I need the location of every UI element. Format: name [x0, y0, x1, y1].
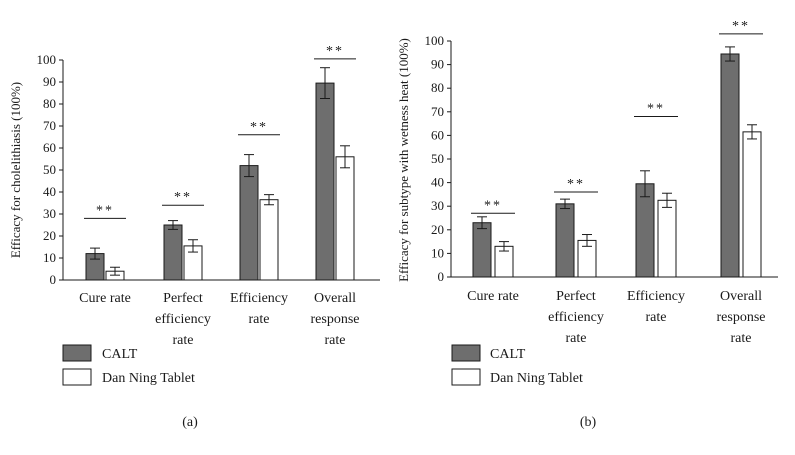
- legend-label-dan: Dan Ning Tablet: [490, 371, 583, 386]
- x-category-label-line: rate: [173, 333, 194, 348]
- x-category-label-line: response: [717, 310, 766, 325]
- panel-label: (a): [182, 415, 198, 430]
- x-category-label-line: Efficiency: [230, 291, 288, 306]
- significance-marker: **: [732, 19, 750, 34]
- chart-panel-a: 0 10 20 30 40 50 60 70 80 90 100 Efficacy for chole…: [8, 44, 380, 430]
- legend-swatch-calt: [451, 344, 481, 362]
- significance-marker: **: [484, 198, 502, 213]
- significance-marker: **: [250, 120, 268, 135]
- x-category-label: Overall response rate: [311, 291, 360, 348]
- y-tick-label: 50: [43, 162, 56, 177]
- bar-calt: [163, 224, 183, 281]
- legend-label-calt: CALT: [102, 347, 138, 362]
- y-tick-label: 30: [43, 206, 56, 221]
- bar-dan: [742, 131, 762, 278]
- x-category-label: Overall response rate: [717, 289, 766, 346]
- y-tick-label: 20: [431, 222, 444, 237]
- x-category-label-line: Cure rate: [467, 289, 519, 304]
- y-axis-title: Efficacy for subtype with wetness heat (…: [396, 38, 411, 282]
- y-tick-label: 50: [431, 151, 444, 166]
- y-tick-label: 0: [50, 272, 57, 287]
- x-category-label-line: rate: [249, 312, 270, 327]
- y-tick-label: 80: [43, 96, 56, 111]
- legend-swatch-dan: [451, 368, 481, 386]
- legend-swatch-dan: [62, 368, 92, 386]
- y-tick-label: 100: [37, 52, 57, 67]
- x-category-label: Efficiency rate: [230, 291, 288, 327]
- bar-calt: [472, 222, 492, 278]
- x-category-label-line: Efficiency: [627, 289, 685, 304]
- significance-marker: **: [326, 44, 344, 59]
- x-category-label-line: Overall: [720, 289, 762, 304]
- bar-calt: [315, 82, 335, 281]
- y-tick-label: 60: [43, 140, 56, 155]
- x-category-label-line: Perfect: [163, 291, 203, 306]
- significance-marker: **: [647, 102, 665, 117]
- y-tick-label: 90: [43, 74, 56, 89]
- x-category-label-line: rate: [731, 331, 752, 346]
- x-category-label-line: Overall: [314, 291, 356, 306]
- y-tick-label: 20: [43, 228, 56, 243]
- y-tick-label: 10: [43, 250, 56, 265]
- significance-marker: **: [174, 190, 192, 205]
- significance-marker: **: [96, 203, 114, 218]
- x-category-label-line: response: [311, 312, 360, 327]
- x-category-label-line: Cure rate: [79, 291, 131, 306]
- y-tick-label: 40: [43, 184, 56, 199]
- legend-label-dan: Dan Ning Tablet: [102, 371, 195, 386]
- x-category-label: Efficiency rate: [627, 289, 685, 325]
- y-tick-label: 70: [43, 118, 56, 133]
- y-axis-title: Efficacy for cholelithiasis (100%): [8, 82, 23, 258]
- bar-dan: [335, 156, 355, 281]
- x-category-label-line: rate: [646, 310, 667, 325]
- x-category-label: Perfect efficiency rate: [548, 289, 604, 346]
- y-tick-label: 70: [431, 104, 444, 119]
- x-category-label-line: efficiency: [548, 310, 604, 325]
- bar-dan: [657, 199, 677, 278]
- x-category-label: Cure rate: [467, 289, 519, 304]
- x-category-label: Perfect efficiency rate: [155, 291, 211, 348]
- y-tick-label: 60: [431, 127, 444, 142]
- bar-dan: [259, 199, 279, 281]
- y-tick-label: 0: [438, 269, 445, 284]
- bar-calt: [239, 165, 259, 281]
- bar-calt: [635, 183, 655, 278]
- legend-label-calt: CALT: [490, 347, 526, 362]
- x-category-label-line: rate: [566, 331, 587, 346]
- bar-calt: [555, 203, 575, 278]
- bar-calt: [720, 53, 740, 278]
- x-category-label-line: efficiency: [155, 312, 211, 327]
- panel-label: (b): [580, 415, 597, 430]
- x-category-label-line: rate: [325, 333, 346, 348]
- legend-swatch-calt: [62, 344, 92, 362]
- y-tick-label: 100: [425, 33, 445, 48]
- y-tick-label: 80: [431, 80, 444, 95]
- significance-marker: **: [567, 177, 585, 192]
- y-tick-label: 90: [431, 57, 444, 72]
- x-category-label: Cure rate: [79, 291, 131, 306]
- y-tick-label: 30: [431, 198, 444, 213]
- y-tick-label: 10: [431, 245, 444, 260]
- y-tick-label: 40: [431, 175, 444, 190]
- x-category-label-line: Perfect: [556, 289, 596, 304]
- chart-panel-b: 0 10 20 30 40 50 60 70 80 90 100 Efficacy for subty…: [396, 19, 778, 430]
